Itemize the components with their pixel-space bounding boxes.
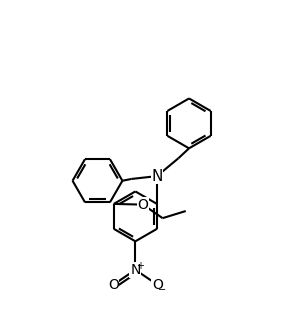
Text: O: O: [138, 197, 148, 211]
Text: N: N: [130, 263, 141, 277]
Text: +: +: [136, 260, 144, 270]
Text: O: O: [152, 278, 163, 292]
Text: −: −: [158, 285, 166, 295]
Text: O: O: [108, 278, 119, 292]
Text: N: N: [151, 168, 163, 183]
